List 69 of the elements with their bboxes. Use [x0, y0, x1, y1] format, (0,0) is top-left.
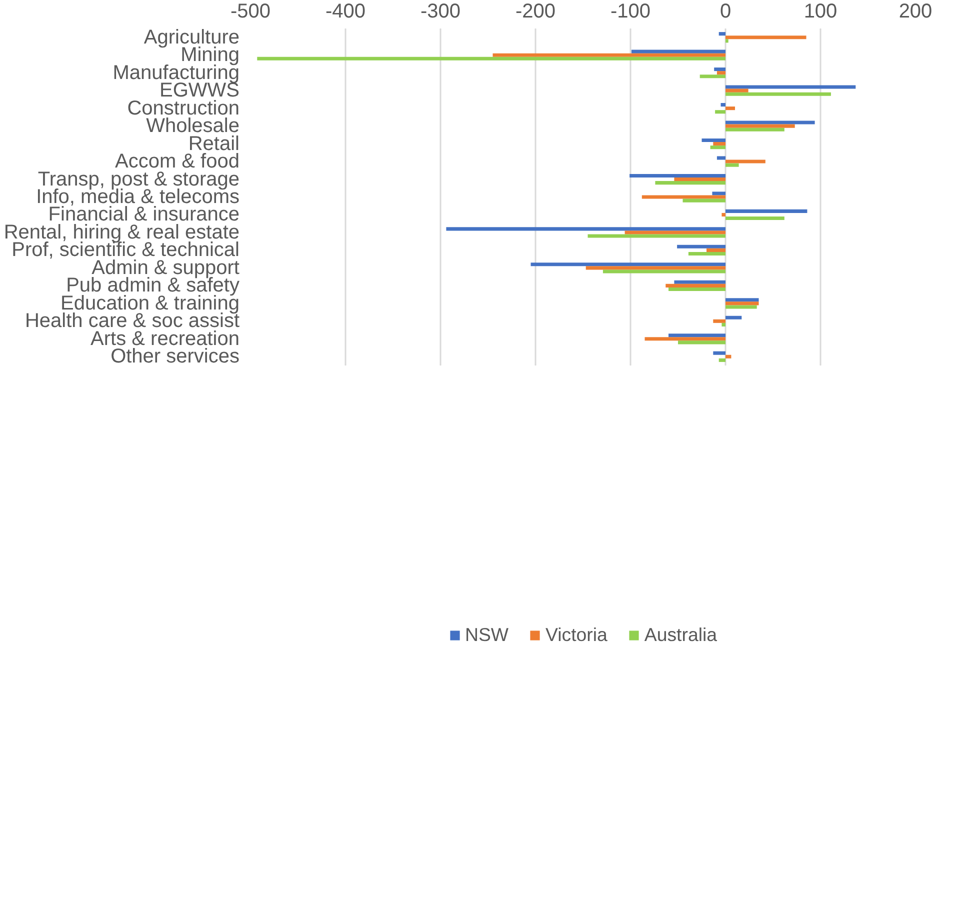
bar: [678, 340, 726, 344]
legend-label: Victoria: [546, 624, 608, 646]
bar: [624, 230, 726, 234]
bar: [726, 216, 784, 220]
bar: [722, 212, 726, 217]
bar: [674, 280, 726, 284]
bar: [586, 266, 726, 270]
bar: [530, 262, 726, 266]
x-tick-label: -400: [325, 0, 366, 22]
bar: [682, 198, 726, 202]
bar: [702, 138, 726, 142]
bar: [726, 209, 808, 213]
bar: [726, 128, 784, 132]
bar: [718, 358, 726, 362]
legend-label: Australia: [644, 624, 717, 646]
legend-label: NSW: [465, 624, 509, 646]
bar: [726, 305, 757, 309]
bar: [644, 337, 726, 341]
bar: [666, 284, 726, 288]
bar: [726, 160, 766, 164]
bar: [726, 354, 732, 358]
bar: [718, 32, 726, 36]
bar: [726, 92, 831, 96]
bar: [710, 146, 726, 150]
bar: [492, 53, 726, 57]
bar: [688, 252, 726, 256]
x-tick-label: 200: [898, 0, 932, 22]
x-tick-label: -500: [230, 0, 271, 22]
bar: [446, 227, 726, 231]
bar: [700, 74, 726, 78]
bar: [726, 39, 728, 43]
bar: [726, 88, 748, 92]
bar: [588, 234, 726, 238]
x-tick-label: -300: [420, 0, 461, 22]
bar: [655, 181, 726, 185]
bar: [712, 192, 726, 196]
bar: [715, 110, 726, 114]
bar: [726, 124, 795, 128]
x-tick-label: 0: [720, 0, 732, 22]
bar: [726, 106, 735, 110]
x-tick-label: 100: [804, 0, 838, 22]
bar: [713, 142, 726, 146]
bar: [726, 85, 856, 89]
bar: [716, 156, 726, 160]
bar: [674, 177, 726, 182]
bar: [726, 316, 742, 320]
bar: [722, 322, 726, 326]
bar: [720, 102, 726, 107]
bar: [726, 120, 815, 124]
bar: [706, 248, 726, 252]
bar: [642, 195, 726, 199]
bar: [668, 334, 726, 338]
bar: [713, 319, 726, 323]
bar: [257, 56, 726, 60]
bar: [726, 298, 759, 302]
bar: [602, 270, 726, 274]
bar: [677, 244, 726, 248]
bar: [631, 50, 726, 54]
bar: [668, 287, 726, 292]
bar: [726, 36, 806, 40]
y-tick-label: Other services: [110, 346, 240, 368]
bar: [630, 174, 726, 178]
bar: [726, 302, 759, 306]
bar: [713, 351, 726, 355]
x-tick-label: -200: [515, 0, 556, 22]
bar: [726, 163, 739, 167]
x-tick-label: -100: [610, 0, 651, 22]
bar: [714, 68, 726, 72]
bar: [716, 71, 726, 75]
